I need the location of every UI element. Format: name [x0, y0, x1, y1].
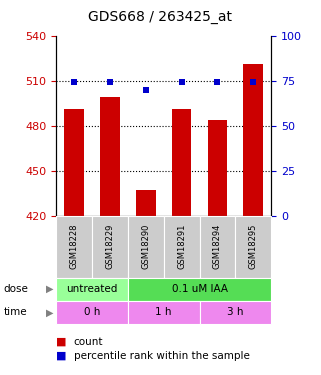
Text: GSM18228: GSM18228	[70, 224, 79, 269]
Text: GSM18290: GSM18290	[141, 224, 150, 269]
Point	[251, 80, 256, 86]
Text: ■: ■	[56, 337, 67, 347]
Point	[179, 80, 184, 86]
Text: GSM18291: GSM18291	[177, 224, 186, 269]
Text: GSM18294: GSM18294	[213, 224, 222, 269]
Text: 1 h: 1 h	[155, 308, 172, 317]
Bar	[243, 64, 263, 216]
Text: percentile rank within the sample: percentile rank within the sample	[74, 351, 250, 361]
Text: dose: dose	[3, 284, 28, 294]
Bar	[136, 190, 156, 216]
Point	[107, 80, 112, 86]
Text: GSM18229: GSM18229	[105, 224, 115, 269]
Text: 0 h: 0 h	[84, 308, 100, 317]
Text: 3 h: 3 h	[227, 308, 244, 317]
Text: GSM18295: GSM18295	[249, 224, 258, 269]
Text: count: count	[74, 337, 103, 347]
Text: untreated: untreated	[66, 284, 118, 294]
Text: ■: ■	[56, 351, 67, 361]
Text: GDS668 / 263425_at: GDS668 / 263425_at	[89, 10, 232, 24]
Text: ▶: ▶	[46, 308, 54, 317]
Bar	[172, 109, 192, 216]
Text: 0.1 uM IAA: 0.1 uM IAA	[171, 284, 228, 294]
Bar	[100, 97, 120, 216]
Point	[215, 80, 220, 86]
Text: ▶: ▶	[46, 284, 54, 294]
Point	[72, 80, 77, 86]
Bar	[64, 109, 84, 216]
Bar	[208, 120, 227, 216]
Point	[143, 87, 148, 93]
Text: time: time	[3, 308, 27, 317]
